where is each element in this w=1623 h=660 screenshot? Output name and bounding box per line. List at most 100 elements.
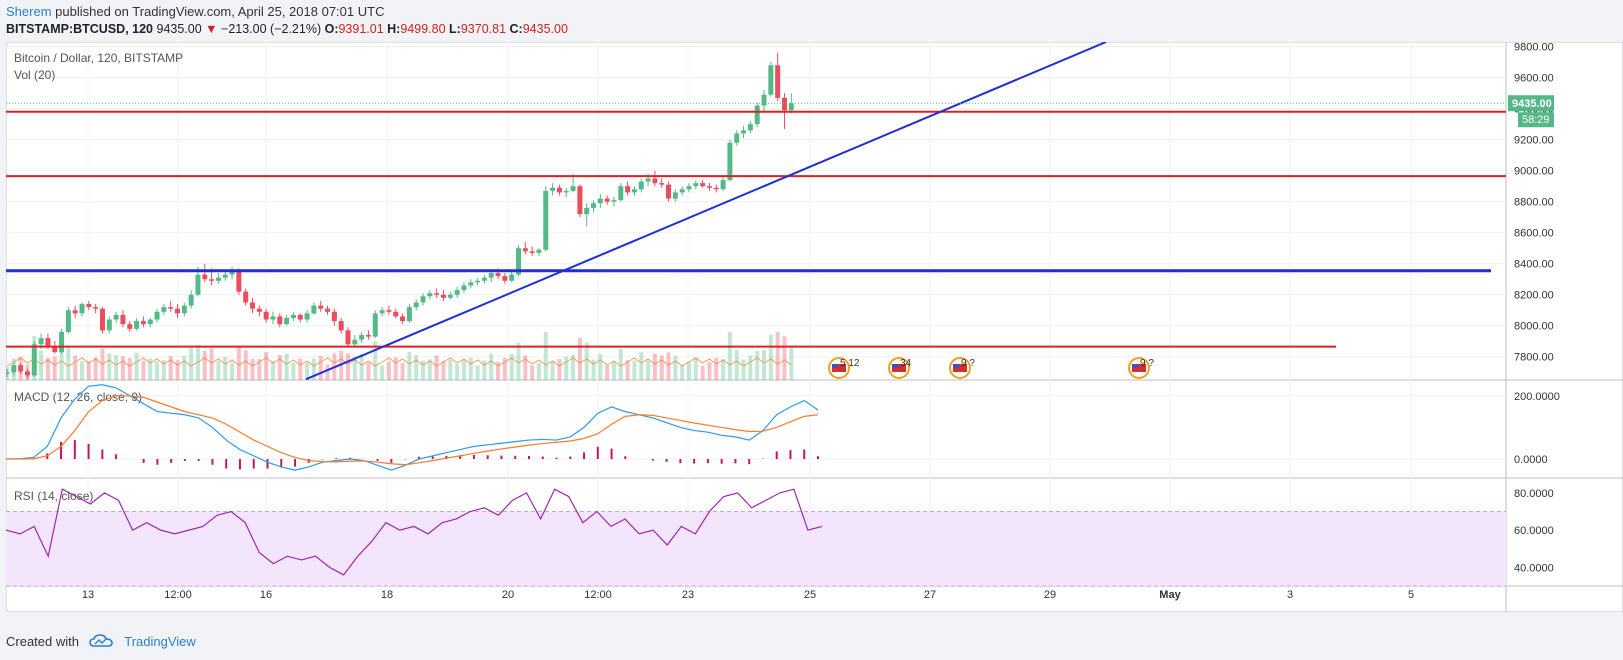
main-chart-title: Bitcoin / Dollar, 120, BITSTAMP (14, 51, 183, 65)
candle-body (120, 314, 126, 325)
candle-body (652, 178, 658, 184)
low-label: L: (449, 22, 461, 36)
candle-body (59, 331, 65, 353)
time-tick-label: 20 (502, 589, 514, 601)
volume-bar (652, 353, 657, 380)
candle-body (584, 207, 590, 215)
volume-bar (618, 348, 623, 380)
candle-body (611, 200, 617, 202)
candle-body (175, 308, 180, 314)
rsi-pane[interactable]: RSI (14, close) (5, 488, 1506, 587)
rsi-band (6, 511, 1506, 586)
volume-bar (789, 346, 794, 380)
time-axis[interactable]: 13 12:00 16 18 20 12:00 23 25 27 29 May 3 5 (82, 589, 1414, 601)
volume-bar (189, 347, 194, 380)
volume-bar (298, 358, 303, 380)
candle-body (168, 307, 174, 309)
price-axis[interactable]: 9800.009600.009400.009200.009000.008800.… (1508, 42, 1560, 574)
volume-bar (93, 357, 98, 380)
economic-event-flag-icon[interactable]: 9 ? (1128, 357, 1154, 379)
candle-body (700, 183, 706, 187)
candle-body (666, 184, 672, 199)
volume-bar (646, 360, 651, 380)
volume-bar (107, 353, 112, 380)
volume-bar (73, 355, 78, 380)
close-label: C: (509, 22, 523, 36)
volume-bar (605, 365, 610, 380)
candle-body (550, 187, 556, 191)
last-price-label: 9435.00 (1512, 98, 1552, 110)
volume-bar (598, 354, 603, 380)
candle-body (475, 280, 481, 283)
candle-body (720, 179, 726, 190)
created-with-text: Created with (6, 634, 79, 649)
volume-bar (161, 360, 166, 380)
candle-body (775, 65, 781, 98)
price-tick-label: 8400.00 (1514, 259, 1554, 271)
time-tick-label: 27 (924, 589, 936, 601)
bar-countdown-label: 58:29 (1522, 114, 1550, 126)
volume-bar (707, 361, 712, 380)
macd-pane[interactable]: MACD (12, 26, close, 9) (5, 384, 819, 471)
candle-body (386, 310, 392, 312)
candle-body (597, 198, 603, 204)
candle-body (522, 248, 528, 252)
candle-body (659, 183, 665, 185)
candle-body (154, 311, 160, 320)
volume-bar (393, 357, 398, 380)
candle-body (488, 273, 494, 278)
rsi-tick-label: 40.0000 (1514, 562, 1554, 574)
candle-body (679, 189, 685, 193)
volume-bar (748, 355, 753, 380)
candle-body (461, 285, 467, 291)
candle-body (379, 310, 385, 314)
candle-body (236, 271, 242, 292)
candle-body (761, 94, 767, 106)
volume-bar (52, 356, 57, 380)
candle-body (638, 181, 644, 190)
candle-body (693, 183, 699, 187)
candle-body (406, 307, 412, 322)
candle-body (256, 308, 262, 312)
chart-svg[interactable]: Bitcoin / Dollar, 120, BITSTAMP Vol (20)… (4, 41, 1623, 613)
candle-body (202, 274, 208, 280)
tradingview-brand-link[interactable]: TradingView (124, 634, 196, 649)
publish-info: Sherem published on TradingView.com, Apr… (6, 4, 384, 19)
volume-bar (530, 365, 535, 380)
macd-title: MACD (12, 26, close, 9) (14, 390, 142, 404)
economic-event-flag-icon[interactable]: 5 12 (828, 357, 860, 379)
candle-body (106, 319, 112, 331)
volume-bar (168, 356, 173, 380)
candle-body (365, 335, 371, 337)
volume-bar (727, 332, 732, 380)
chart-area[interactable]: Bitcoin / Dollar, 120, BITSTAMP Vol (20)… (4, 41, 1623, 613)
volume-bar (45, 357, 50, 380)
volume-indicator-label: Vol (20) (14, 68, 55, 82)
volume-bar (305, 362, 310, 380)
candle-body (243, 291, 249, 303)
price-pane[interactable]: Bitcoin / Dollar, 120, BITSTAMP Vol (20)… (4, 41, 1506, 381)
volume-bar (448, 359, 453, 380)
volume-bar (721, 359, 726, 380)
volume-bar (250, 358, 255, 380)
volume-bar (257, 359, 262, 380)
time-tick-label: 13 (82, 589, 94, 601)
candle-body (4, 372, 10, 374)
volume-bar (39, 350, 44, 380)
candle-body (215, 277, 221, 281)
candle-body (290, 314, 296, 318)
volume-bar (571, 354, 576, 380)
grid (6, 42, 1623, 612)
author-link[interactable]: Sherem (6, 4, 52, 19)
economic-event-flag-icon[interactable]: 9 ? (949, 357, 975, 379)
candle-body (591, 203, 597, 208)
volume-bar (687, 361, 691, 380)
economic-event-flag-icon[interactable]: 34 (888, 357, 912, 379)
candle-body (140, 321, 146, 325)
candle-body (345, 330, 351, 345)
candle-body (38, 338, 44, 345)
volume-bar (591, 359, 596, 380)
trend-line[interactable] (305, 41, 1107, 381)
macd-line (5, 384, 819, 471)
volume-bar (700, 365, 705, 380)
